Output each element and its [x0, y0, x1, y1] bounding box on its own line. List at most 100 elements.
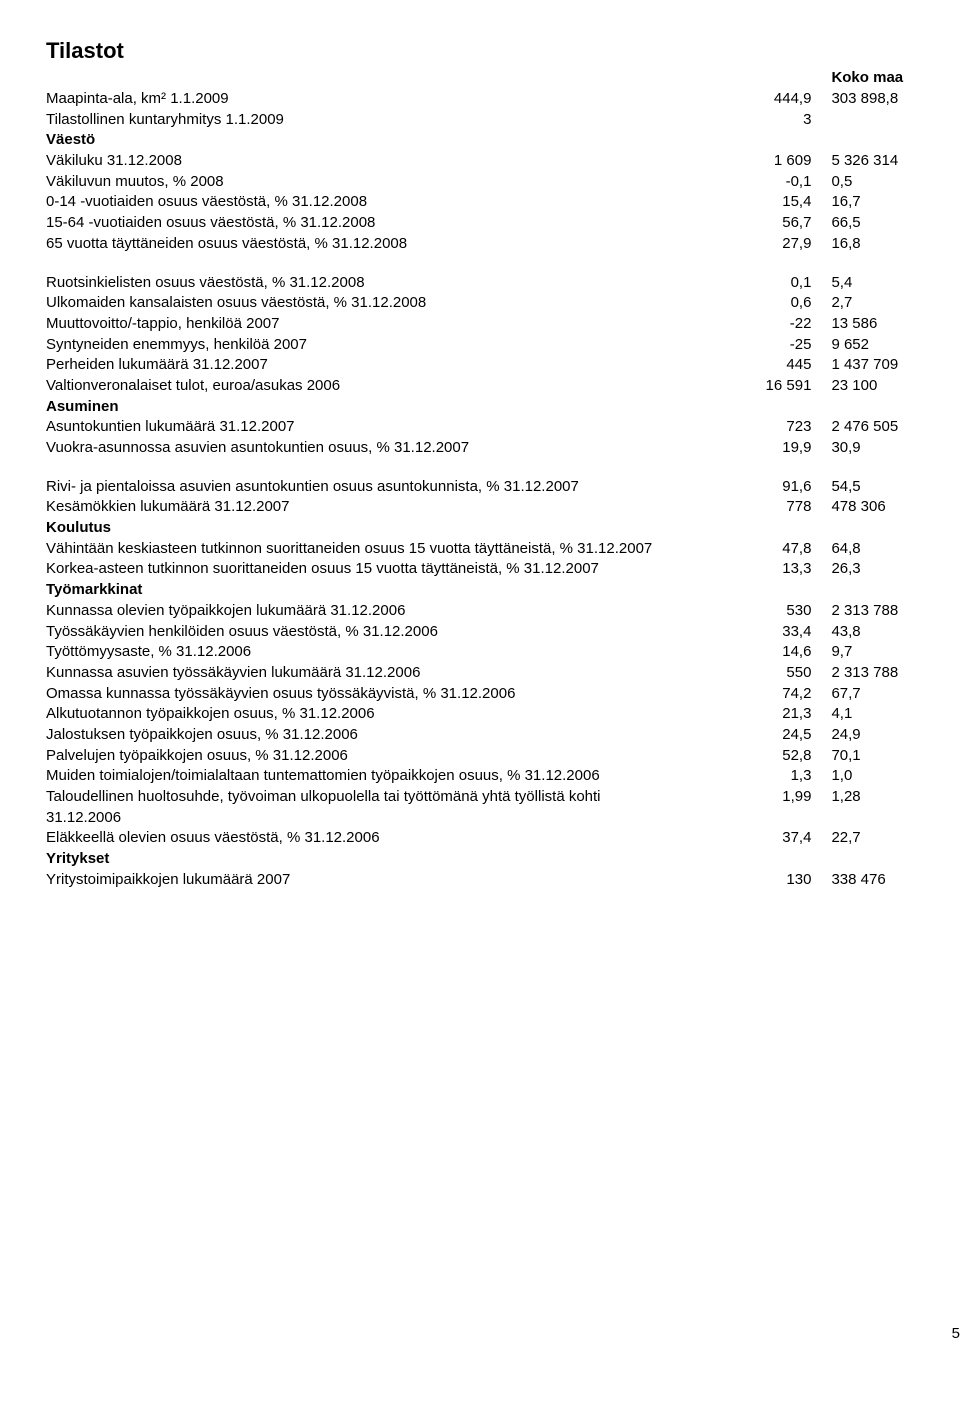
table-row: Vuokra-asunnossa asuvien asuntokuntien o… — [46, 438, 960, 459]
stat-value-national: 54,5 — [831, 477, 960, 498]
stat-value-national: 1,0 — [831, 766, 960, 787]
table-row: Eläkkeellä olevien osuus väestöstä, % 31… — [46, 828, 960, 849]
stat-value-local: 0,6 — [657, 293, 832, 314]
stat-label: Valtionveronalaiset tulot, euroa/asukas … — [46, 376, 657, 397]
stat-label: Rivi- ja pientaloissa asuvien asuntokunt… — [46, 477, 657, 498]
stat-label: Tilastollinen kuntaryhmitys 1.1.2009 — [46, 110, 657, 131]
stat-value-local: 14,6 — [657, 642, 832, 663]
stat-value-national — [831, 110, 960, 131]
stat-label: 15-64 -vuotiaiden osuus väestöstä, % 31.… — [46, 213, 657, 234]
table-row: 15-64 -vuotiaiden osuus väestöstä, % 31.… — [46, 213, 960, 234]
stat-value-national: 5,4 — [831, 273, 960, 294]
table-row: Alkutuotannon työpaikkojen osuus, % 31.1… — [46, 704, 960, 725]
stat-value-national: 0,5 — [831, 172, 960, 193]
stat-value-local: 24,5 — [657, 725, 832, 746]
table-row: Väkiluku 31.12.20081 6095 326 314 — [46, 151, 960, 172]
stat-label: Väkiluvun muutos, % 2008 — [46, 172, 657, 193]
table-row: Palvelujen työpaikkojen osuus, % 31.12.2… — [46, 746, 960, 767]
stat-label: Kesämökkien lukumäärä 31.12.2007 — [46, 497, 657, 518]
stat-label: Asuntokuntien lukumäärä 31.12.2007 — [46, 417, 657, 438]
table-row: Valtionveronalaiset tulot, euroa/asukas … — [46, 376, 960, 397]
stat-label: Yritystoimipaikkojen lukumäärä 2007 — [46, 870, 657, 891]
stat-value-national: 43,8 — [831, 622, 960, 643]
table-row: Maapinta-ala, km² 1.1.2009444,9303 898,8 — [46, 89, 960, 110]
stat-value-local: 1 609 — [657, 151, 832, 172]
stat-value-local: 74,2 — [657, 684, 832, 705]
stat-value-national: 9 652 — [831, 335, 960, 356]
stat-value-local: -0,1 — [657, 172, 832, 193]
table-row: Omassa kunnassa työssäkäyvien osuus työs… — [46, 684, 960, 705]
table-row: Kunnassa olevien työpaikkojen lukumäärä … — [46, 601, 960, 622]
table-row: Väkiluvun muutos, % 2008-0,10,5 — [46, 172, 960, 193]
table-row: Asuntokuntien lukumäärä 31.12.20077232 4… — [46, 417, 960, 438]
stat-value-local: 19,9 — [657, 438, 832, 459]
table-row: Korkea-asteen tutkinnon suorittaneiden o… — [46, 559, 960, 580]
table-row: Rivi- ja pientaloissa asuvien asuntokunt… — [46, 477, 960, 498]
stat-value-local: 3 — [657, 110, 832, 131]
stat-value-local: 37,4 — [657, 828, 832, 849]
section-heading: Väestö — [46, 130, 960, 151]
stat-value-local: 0,1 — [657, 273, 832, 294]
stat-label: Muuttovoitto/-tappio, henkilöä 2007 — [46, 314, 657, 335]
table-row: Väestö — [46, 130, 960, 151]
stat-value-local: 550 — [657, 663, 832, 684]
stat-label: Syntyneiden enemmyys, henkilöä 2007 — [46, 335, 657, 356]
stat-value-local: 445 — [657, 355, 832, 376]
stat-label: Työttömyysaste, % 31.12.2006 — [46, 642, 657, 663]
table-row: Työssäkäyvien henkilöiden osuus väestöst… — [46, 622, 960, 643]
stat-value-national: 13 586 — [831, 314, 960, 335]
section-heading: Koulutus — [46, 518, 960, 539]
stat-value-local: 1,3 — [657, 766, 832, 787]
stat-value-national: 1 437 709 — [831, 355, 960, 376]
stat-value-local: 130 — [657, 870, 832, 891]
table-row: Muiden toimialojen/toimialaltaan tuntema… — [46, 766, 960, 787]
stat-value-local: 91,6 — [657, 477, 832, 498]
stats-table-2: Ruotsinkielisten osuus väestöstä, % 31.1… — [46, 273, 960, 459]
stat-value-national: 30,9 — [831, 438, 960, 459]
table-row: Työmarkkinat — [46, 580, 960, 601]
page-number: 5 — [952, 1324, 960, 1345]
stat-label: Ulkomaiden kansalaisten osuus väestöstä,… — [46, 293, 657, 314]
table-row: Jalostuksen työpaikkojen osuus, % 31.12.… — [46, 725, 960, 746]
table-row: Yritystoimipaikkojen lukumäärä 200713033… — [46, 870, 960, 891]
page-title: Tilastot — [46, 36, 960, 66]
stat-label: Perheiden lukumäärä 31.12.2007 — [46, 355, 657, 376]
stats-table-1: Koko maa Maapinta-ala, km² 1.1.2009444,9… — [46, 68, 960, 254]
stat-value-local: 723 — [657, 417, 832, 438]
section-heading: Asuminen — [46, 397, 960, 418]
table-row: Muuttovoitto/-tappio, henkilöä 2007-2213… — [46, 314, 960, 335]
stat-value-national: 4,1 — [831, 704, 960, 725]
stat-label: Omassa kunnassa työssäkäyvien osuus työs… — [46, 684, 657, 705]
table-row: Kesämökkien lukumäärä 31.12.2007778478 3… — [46, 497, 960, 518]
stat-value-national: 5 326 314 — [831, 151, 960, 172]
stat-value-national: 70,1 — [831, 746, 960, 767]
stat-value-local: 52,8 — [657, 746, 832, 767]
stat-label: Työssäkäyvien henkilöiden osuus väestöst… — [46, 622, 657, 643]
stat-label: Ruotsinkielisten osuus väestöstä, % 31.1… — [46, 273, 657, 294]
table-row: Syntyneiden enemmyys, henkilöä 2007-259 … — [46, 335, 960, 356]
stat-value-national: 2,7 — [831, 293, 960, 314]
col-header-kokomaa: Koko maa — [831, 68, 960, 89]
section-heading: Työmarkkinat — [46, 580, 960, 601]
stat-label: Vähintään keskiasteen tutkinnon suoritta… — [46, 539, 657, 560]
stat-value-local: 56,7 — [657, 213, 832, 234]
stat-label: Vuokra-asunnossa asuvien asuntokuntien o… — [46, 438, 657, 459]
stats-table-3: Rivi- ja pientaloissa asuvien asuntokunt… — [46, 477, 960, 891]
stat-label: 0-14 -vuotiaiden osuus väestöstä, % 31.1… — [46, 192, 657, 213]
stat-value-national: 16,7 — [831, 192, 960, 213]
stat-value-national: 64,8 — [831, 539, 960, 560]
section-heading: Yritykset — [46, 849, 960, 870]
table-row: 65 vuotta täyttäneiden osuus väestöstä, … — [46, 234, 960, 255]
stat-value-national: 24,9 — [831, 725, 960, 746]
stat-label: Muiden toimialojen/toimialaltaan tuntema… — [46, 766, 657, 787]
table-row: Ruotsinkielisten osuus väestöstä, % 31.1… — [46, 273, 960, 294]
stat-value-local: 33,4 — [657, 622, 832, 643]
stat-value-local: 1,99 — [657, 787, 832, 828]
stat-label: Jalostuksen työpaikkojen osuus, % 31.12.… — [46, 725, 657, 746]
table-row: Ulkomaiden kansalaisten osuus väestöstä,… — [46, 293, 960, 314]
stat-label: Maapinta-ala, km² 1.1.2009 — [46, 89, 657, 110]
stat-label: Väkiluku 31.12.2008 — [46, 151, 657, 172]
stat-value-local: 530 — [657, 601, 832, 622]
table-row: Asuminen — [46, 397, 960, 418]
table-row: Perheiden lukumäärä 31.12.20074451 437 7… — [46, 355, 960, 376]
